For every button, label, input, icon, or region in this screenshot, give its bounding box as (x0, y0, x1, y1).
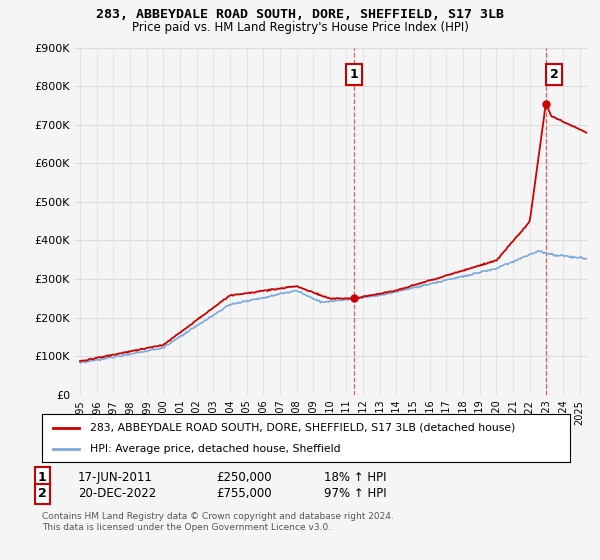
Text: HPI: Average price, detached house, Sheffield: HPI: Average price, detached house, Shef… (89, 444, 340, 454)
Text: 97% ↑ HPI: 97% ↑ HPI (324, 487, 386, 501)
Text: 1: 1 (350, 68, 359, 81)
Text: 283, ABBEYDALE ROAD SOUTH, DORE, SHEFFIELD, S17 3LB: 283, ABBEYDALE ROAD SOUTH, DORE, SHEFFIE… (96, 8, 504, 21)
Text: 2: 2 (550, 68, 559, 81)
Text: Contains HM Land Registry data © Crown copyright and database right 2024.
This d: Contains HM Land Registry data © Crown c… (42, 512, 394, 532)
Text: 20-DEC-2022: 20-DEC-2022 (78, 487, 156, 501)
Text: £755,000: £755,000 (216, 487, 272, 501)
Text: Price paid vs. HM Land Registry's House Price Index (HPI): Price paid vs. HM Land Registry's House … (131, 21, 469, 34)
Text: 2: 2 (38, 487, 46, 501)
Text: 1: 1 (38, 470, 46, 484)
Text: 283, ABBEYDALE ROAD SOUTH, DORE, SHEFFIELD, S17 3LB (detached house): 283, ABBEYDALE ROAD SOUTH, DORE, SHEFFIE… (89, 423, 515, 433)
Text: 17-JUN-2011: 17-JUN-2011 (78, 470, 153, 484)
Text: 18% ↑ HPI: 18% ↑ HPI (324, 470, 386, 484)
Text: £250,000: £250,000 (216, 470, 272, 484)
